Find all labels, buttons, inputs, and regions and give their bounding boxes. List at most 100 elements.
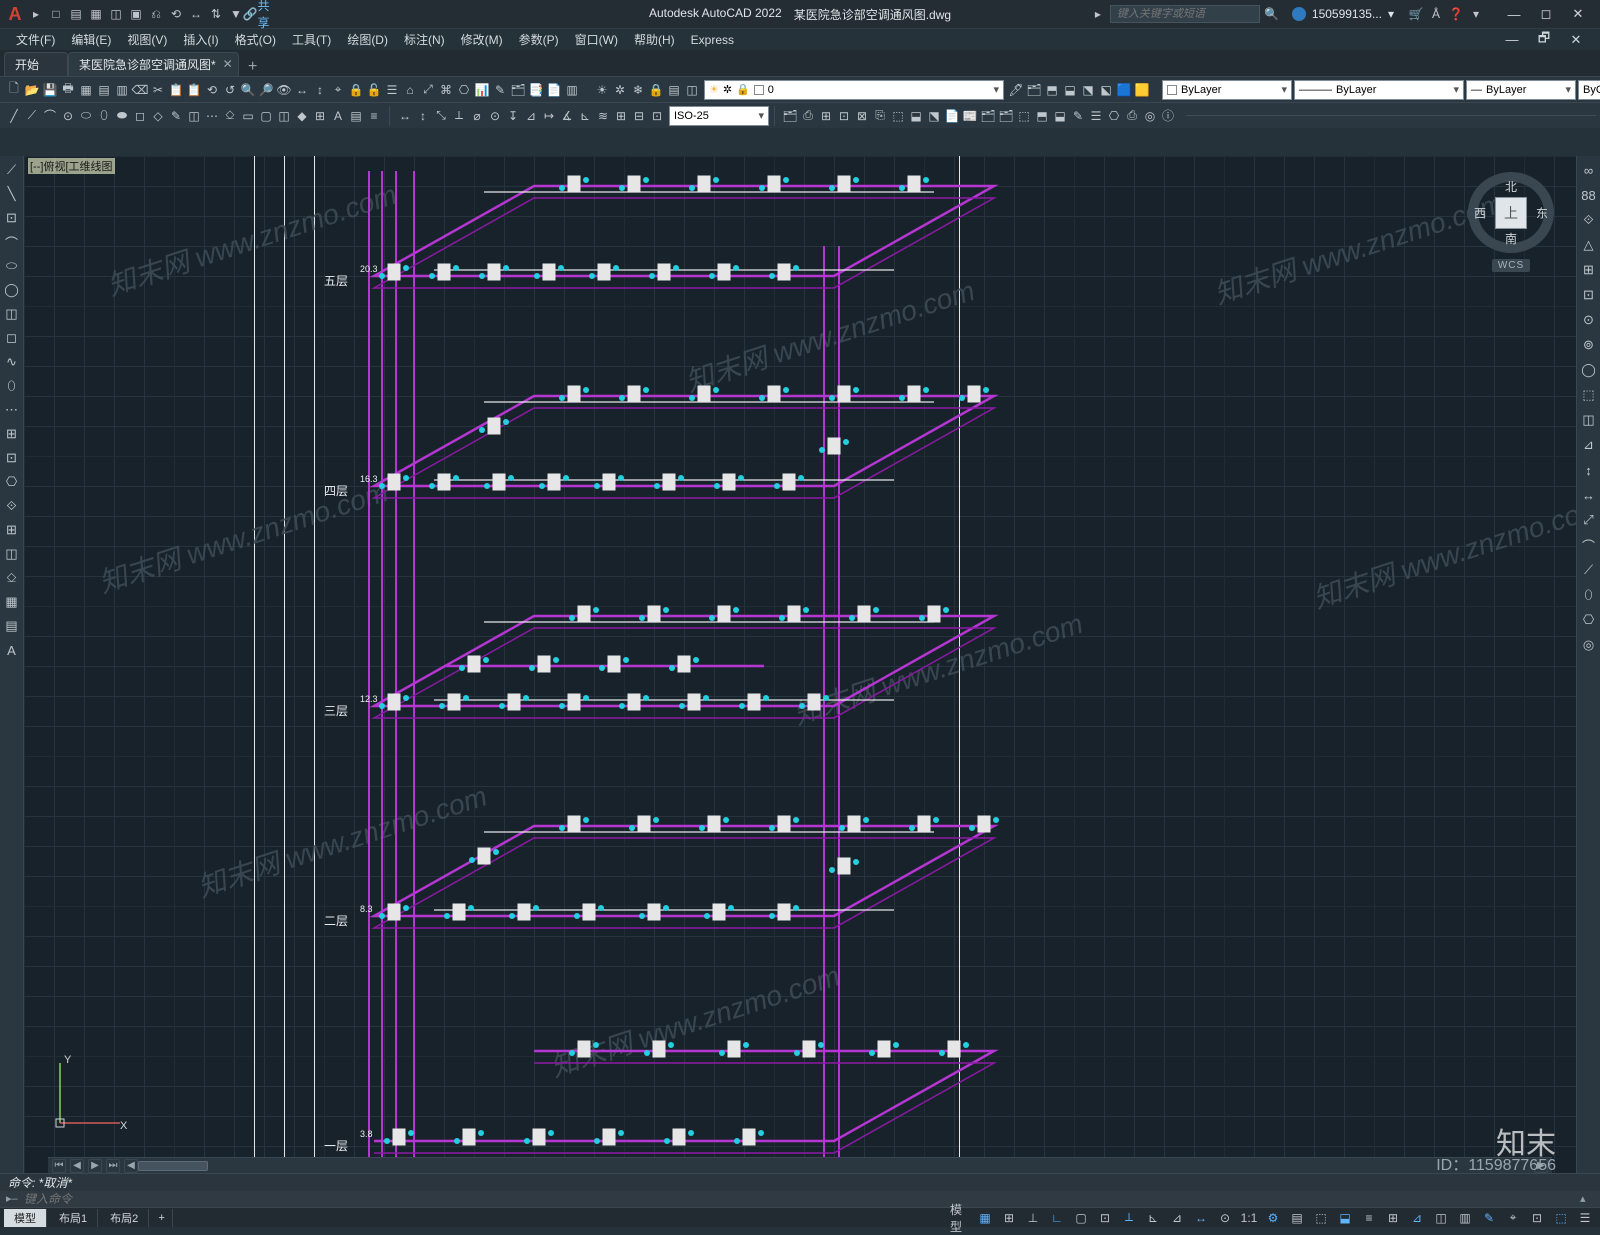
draw-tool-button[interactable]: ╲	[2, 184, 22, 204]
draw-tool-button[interactable]: ⊡	[2, 208, 22, 228]
lineweight-dropdown[interactable]: — ByLayer ▾	[1466, 80, 1576, 100]
toolbar-button[interactable]: ✎	[492, 82, 508, 98]
toolbar-button[interactable]: ⎘	[872, 108, 888, 124]
draw-tool-button[interactable]: ≡	[366, 108, 382, 124]
toolbar-button[interactable]: ↔	[294, 82, 310, 98]
hscroll-left-button[interactable]: ◀	[124, 1159, 138, 1173]
layer-dropdown[interactable]: ☀ ✲ 🔒 0 ▾	[704, 80, 1004, 100]
doc-minimize-button[interactable]: —	[1496, 30, 1528, 50]
draw-tool-button[interactable]: ◻	[2, 328, 22, 348]
menu-format[interactable]: 格式(O)	[227, 29, 284, 51]
draw-tool-button[interactable]: ◆	[294, 108, 310, 124]
draw-tool-button[interactable]: ∿	[2, 352, 22, 372]
toolbar-button[interactable]: ☀	[594, 82, 610, 98]
tab-doc[interactable]: 某医院急诊部空调通风图* ✕	[68, 52, 239, 76]
dim-tool-button[interactable]: ⊾	[577, 108, 593, 124]
toolbar-button[interactable]: 🗂	[510, 82, 526, 98]
status-toggle[interactable]: ⊿	[1406, 1209, 1428, 1227]
toolbar-button[interactable]: ⌫	[132, 82, 148, 98]
app-logo-icon[interactable]: A	[6, 4, 24, 25]
dim-tool-button[interactable]: ↦	[541, 108, 557, 124]
search-icon[interactable]: 🔍	[1264, 6, 1280, 22]
draw-tool-button[interactable]: ▢	[258, 108, 274, 124]
menu-draw[interactable]: 绘图(D)	[339, 29, 396, 51]
menu-express[interactable]: Express	[683, 29, 742, 51]
draw-tool-button[interactable]: ⬭	[78, 108, 94, 124]
toolbar-button[interactable]: ⓘ	[1160, 108, 1176, 124]
status-toggle[interactable]: 1:1	[1238, 1209, 1260, 1227]
qat-btn[interactable]: ↔	[188, 6, 204, 22]
toolbar-button[interactable]: ⬓	[908, 108, 924, 124]
sheet-tab-add[interactable]: +	[151, 1209, 173, 1227]
dim-tool-button[interactable]: ↔	[397, 108, 413, 124]
hscroll-track[interactable]: ◀ ▶	[124, 1160, 1548, 1172]
menu-modify[interactable]: 修改(M)	[453, 29, 511, 51]
toolbar-button[interactable]: 🖶	[60, 82, 76, 98]
toolbar-button[interactable]: ⌘	[438, 82, 454, 98]
draw-tool-button[interactable]: ⌒	[42, 108, 58, 124]
toolbar-button[interactable]: ⎙	[800, 108, 816, 124]
draw-tool-button[interactable]: ◫	[186, 108, 202, 124]
menu-window[interactable]: 窗口(W)	[567, 29, 626, 51]
tab-close-icon[interactable]: ✕	[223, 57, 233, 71]
qat-btn[interactable]: ⟲	[168, 6, 184, 22]
view-cube-west[interactable]: 西	[1474, 204, 1486, 221]
toolbar-button[interactable]: 🗂	[980, 108, 996, 124]
status-toggle[interactable]: ☰	[1574, 1209, 1596, 1227]
menu-edit[interactable]: 编辑(E)	[63, 29, 119, 51]
sheet-tab-layout2[interactable]: 布局2	[100, 1209, 149, 1227]
toolbar-button[interactable]: ⬓	[1052, 108, 1068, 124]
linetype-dropdown[interactable]: ――― ByLayer ▾	[1294, 80, 1464, 100]
toolbar-button[interactable]: ▤	[96, 82, 112, 98]
toolbar-button[interactable]: 📋	[168, 82, 184, 98]
draw-tool-button[interactable]: ⌒	[2, 232, 22, 252]
toolbar-button[interactable]: 📂	[24, 82, 40, 98]
drawing-viewport[interactable]: [--]俯视[工维线图	[24, 156, 1576, 1173]
qat-btn[interactable]: ▣	[128, 6, 144, 22]
toolbar-button[interactable]: ⬒	[1034, 108, 1050, 124]
doc-close-button[interactable]: ✕	[1560, 30, 1592, 50]
draw-tool-button[interactable]: ◫	[2, 304, 22, 324]
view-cube-east[interactable]: 东	[1536, 204, 1548, 221]
draw-tool-button[interactable]: ⊞	[2, 520, 22, 540]
maximize-button[interactable]: ◻	[1530, 4, 1562, 24]
toolbar-button[interactable]: 🗂	[1026, 82, 1042, 98]
draw-tool-button[interactable]: ▤	[2, 616, 22, 636]
modify-tool-button[interactable]: ⊙	[1579, 310, 1599, 330]
status-toggle[interactable]: 模型	[950, 1209, 972, 1227]
status-toggle[interactable]: ⊙	[1214, 1209, 1236, 1227]
draw-tool-button[interactable]: ⊞	[2, 424, 22, 444]
toolbar-button[interactable]: ◫	[684, 82, 700, 98]
modify-tool-button[interactable]: △	[1579, 235, 1599, 255]
view-cube[interactable]: 上 北 南 东 西 WCS	[1466, 172, 1556, 272]
toolbar-button[interactable]: ⊠	[854, 108, 870, 124]
dim-tool-button[interactable]: ↕	[415, 108, 431, 124]
qat-btn[interactable]: ⇅	[208, 6, 224, 22]
status-toggle[interactable]: ▤	[1286, 1209, 1308, 1227]
toolbar-button[interactable]: ⌖	[330, 82, 346, 98]
toolbar-button[interactable]: 📊	[474, 82, 490, 98]
toolbar-button[interactable]: ❄	[630, 82, 646, 98]
status-toggle[interactable]: ⊞	[998, 1209, 1020, 1227]
sheet-tab-model[interactable]: 模型	[4, 1209, 47, 1227]
status-toggle[interactable]: ⊡	[1094, 1209, 1116, 1227]
status-toggle[interactable]: ◫	[1430, 1209, 1452, 1227]
cart-icon[interactable]: 🛒	[1408, 6, 1424, 22]
draw-tool-button[interactable]: ⬯	[96, 108, 112, 124]
qat-btn[interactable]: ⎌	[148, 6, 164, 22]
toolbar-button[interactable]: ⬔	[1080, 82, 1096, 98]
dim-tool-button[interactable]: ↧	[505, 108, 521, 124]
status-toggle[interactable]: ⚙	[1262, 1209, 1284, 1227]
hscroll-thumb[interactable]	[138, 1161, 208, 1171]
menu-tools[interactable]: 工具(T)	[284, 29, 339, 51]
user-caret-icon[interactable]: ▾	[1388, 7, 1394, 21]
toolbar-button[interactable]: 🗋	[6, 82, 22, 98]
toolbar-button[interactable]: ✎	[1070, 108, 1086, 124]
toolbar-button[interactable]: ✂	[150, 82, 166, 98]
status-toggle[interactable]: ⟂	[1118, 1209, 1140, 1227]
draw-tool-button[interactable]: ⬯	[2, 376, 22, 396]
ucs-icon[interactable]: Y X	[50, 1053, 130, 1133]
toolbar-button[interactable]: ✲	[612, 82, 628, 98]
draw-tool-button[interactable]: ▤	[348, 108, 364, 124]
draw-tool-button[interactable]: ⟐	[2, 496, 22, 516]
